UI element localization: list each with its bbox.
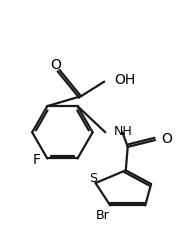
Text: O: O [50,58,61,72]
Text: O: O [161,132,172,146]
Text: Br: Br [96,209,109,222]
Text: F: F [33,153,41,167]
Text: S: S [90,172,98,185]
Text: NH: NH [114,125,133,138]
Text: OH: OH [114,73,135,87]
